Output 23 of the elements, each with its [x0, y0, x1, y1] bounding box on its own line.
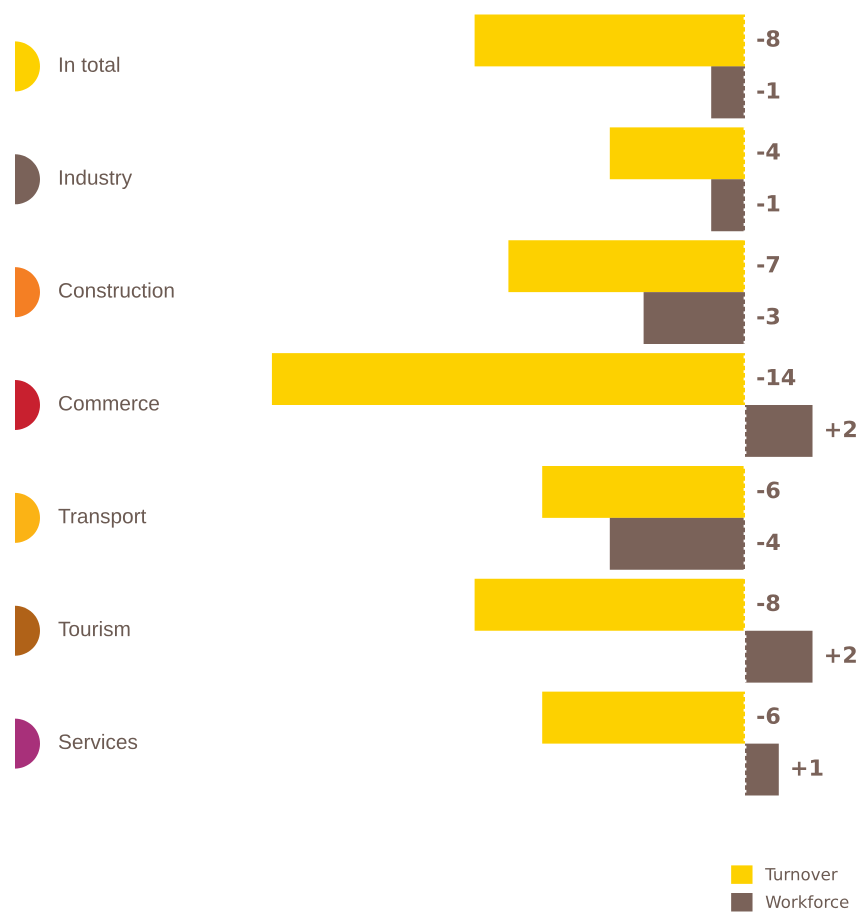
data-label: -1 [757, 82, 780, 99]
y-tick-label: Tourism [58, 621, 130, 636]
y-tick-label: Transport [58, 508, 146, 528]
data-label: -14 [757, 368, 796, 386]
y-tick-label: In total [60, 56, 120, 72]
data-label: +2 [826, 646, 856, 663]
y-tick-label: Services [58, 734, 138, 750]
y-tick-label: Construction [59, 282, 174, 298]
data-label: -4 [757, 143, 780, 160]
data-label: +2 [826, 420, 856, 438]
data-label: -8 [757, 594, 780, 612]
data-label: -6 [757, 707, 780, 724]
y-tick-label: Commerce [59, 396, 159, 411]
y-tick-label: Industry [60, 170, 132, 189]
data-label: +1 [792, 759, 822, 776]
data-label: -1 [757, 195, 780, 212]
legend-label: Turnover [765, 868, 838, 880]
data-label: -6 [757, 482, 780, 498]
data-label: -8 [757, 30, 780, 47]
data-label: -3 [757, 308, 780, 325]
data-label: -4 [757, 534, 780, 550]
data-label: -7 [757, 256, 780, 272]
legend-label: Workforce [766, 895, 848, 908]
